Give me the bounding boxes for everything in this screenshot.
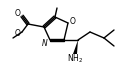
Text: O: O: [70, 17, 76, 26]
Text: NH$_2$: NH$_2$: [67, 53, 83, 65]
Polygon shape: [73, 40, 78, 54]
Text: O: O: [15, 9, 21, 18]
Text: O: O: [15, 28, 21, 37]
Text: N: N: [42, 38, 48, 47]
